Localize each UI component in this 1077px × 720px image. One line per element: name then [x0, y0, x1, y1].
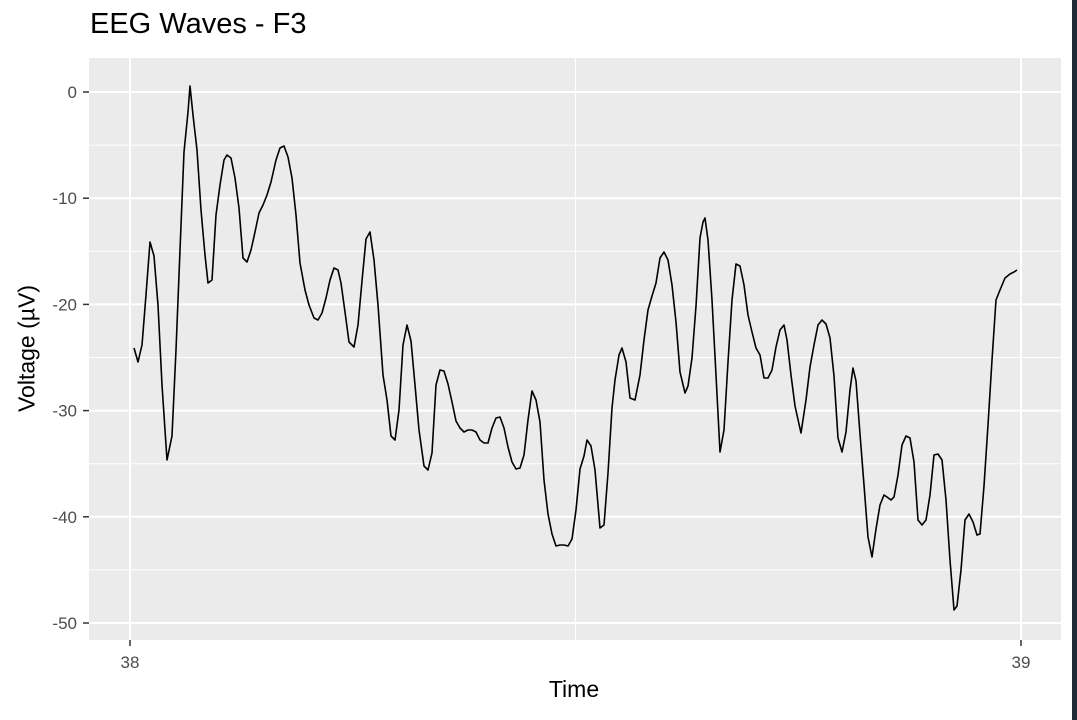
- major-gridlines: [89, 58, 1061, 640]
- y-tick-label: -30: [52, 402, 77, 421]
- y-tick-label: -10: [52, 189, 77, 208]
- x-tick-label: 39: [1012, 653, 1031, 672]
- x-axis-label: Time: [548, 676, 600, 702]
- y-tick-label: -50: [52, 614, 77, 633]
- y-tick-label: 0: [68, 83, 77, 102]
- chart-title: EEG Waves - F3: [90, 8, 307, 40]
- window-edge: [1072, 0, 1077, 720]
- x-tick-label: 38: [121, 653, 140, 672]
- y-axis-ticks: 0 -10 -20 -30 -40 -50: [52, 83, 89, 633]
- eeg-trace-line: [133, 85, 1018, 611]
- y-tick-label: -20: [52, 295, 77, 314]
- x-axis-ticks: 38 39: [121, 640, 1031, 672]
- y-tick-label: -40: [52, 508, 77, 527]
